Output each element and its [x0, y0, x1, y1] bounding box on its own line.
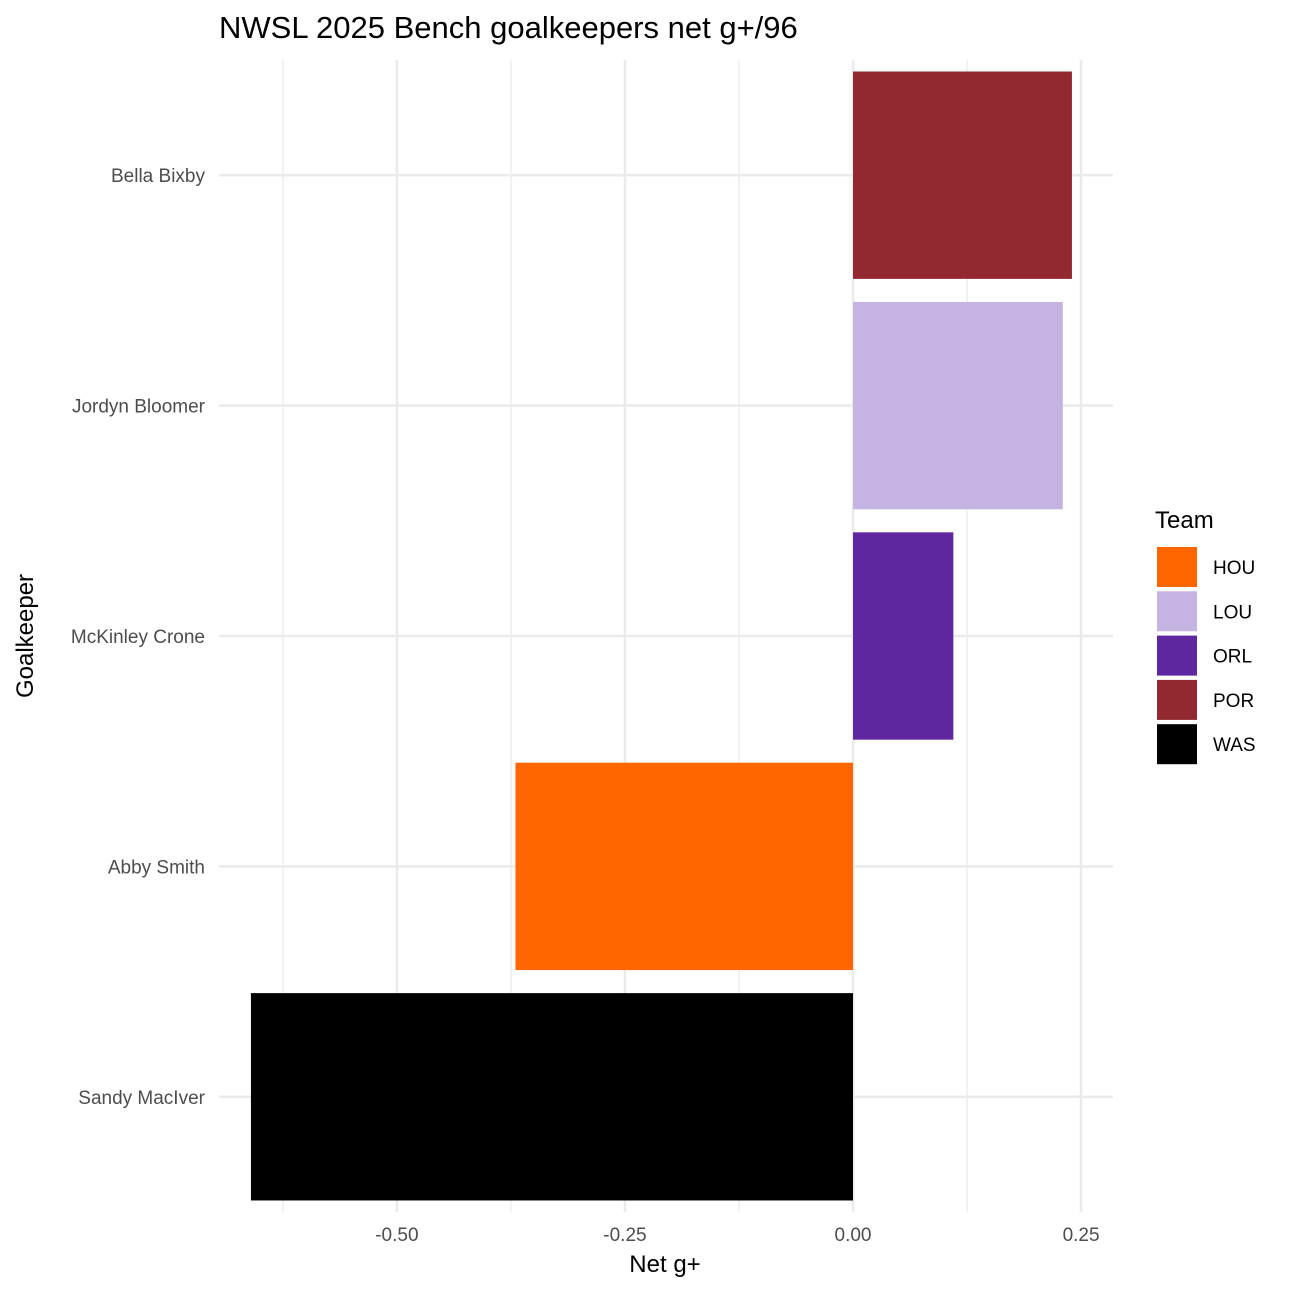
- y-tick-label: Bella Bixby: [111, 166, 205, 187]
- legend-key-lou: [1157, 591, 1197, 632]
- legend-label: POR: [1213, 691, 1254, 712]
- y-tick-labels: Bella Bixby Jordyn Bloomer McKinley Crone A…: [71, 166, 206, 1109]
- x-tick-label: 0.25: [1063, 1225, 1100, 1246]
- legend-title: Team: [1155, 507, 1214, 534]
- y-tick-label: Sandy MacIver: [78, 1088, 205, 1109]
- legend-label: ORL: [1213, 647, 1252, 668]
- y-axis-title: Goalkeeper: [12, 574, 39, 698]
- x-tick-label: -0.50: [375, 1225, 418, 1246]
- legend-key-was: [1157, 724, 1197, 765]
- bar-sandy-maciver: [250, 993, 854, 1201]
- y-tick-label: Jordyn Bloomer: [72, 397, 206, 418]
- x-axis-title: Net g+: [629, 1251, 700, 1278]
- bar-mckinley-crone: [853, 532, 954, 740]
- legend-key-por: [1157, 679, 1197, 720]
- bar-bella-bixby: [853, 71, 1072, 279]
- legend-label: LOU: [1213, 602, 1252, 623]
- legend: Team HOU LOU ORL POR WAS: [1155, 507, 1256, 765]
- x-tick-labels: -0.50 -0.25 0.00 0.25: [375, 1225, 1099, 1246]
- y-tick-label: Abby Smith: [108, 857, 205, 878]
- bar-jordyn-bloomer: [853, 301, 1063, 510]
- legend-label: WAS: [1213, 735, 1256, 756]
- x-tick-label: -0.25: [603, 1225, 646, 1246]
- bar-abby-smith: [515, 762, 854, 971]
- chart-title: NWSL 2025 Bench goalkeepers net g+/96: [219, 10, 798, 45]
- bars: [250, 71, 1072, 1201]
- legend-key-orl: [1157, 635, 1197, 676]
- legend-key-hou: [1157, 547, 1197, 587]
- y-tick-label: McKinley Crone: [71, 627, 205, 648]
- legend-label: HOU: [1213, 558, 1255, 579]
- x-tick-label: 0.00: [835, 1225, 872, 1246]
